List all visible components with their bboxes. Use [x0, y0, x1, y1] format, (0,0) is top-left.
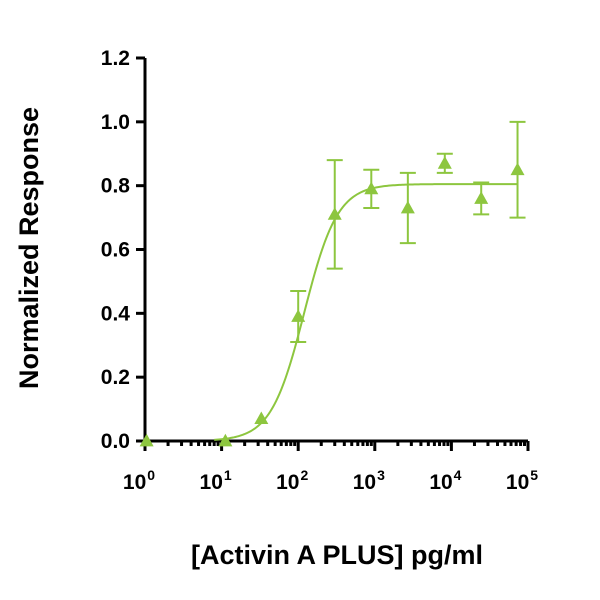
y-tick-label: 0.2 — [101, 366, 130, 389]
data-point-triangle — [400, 200, 415, 214]
x-tick-label: 103 — [353, 467, 385, 494]
axes — [143, 58, 528, 443]
y-axis-title: Normalized Response — [14, 107, 44, 389]
data-point-triangle — [218, 433, 233, 447]
x-tick-label: 100 — [123, 467, 155, 494]
data-point-triangle — [364, 181, 379, 195]
data-markers — [139, 156, 525, 447]
x-ticks: 100 101 102 103 104 105 — [123, 441, 538, 494]
x-tick-exponent: 4 — [454, 467, 462, 483]
y-tick-label: 1.0 — [101, 111, 130, 134]
x-tick-label: 104 — [429, 467, 461, 494]
x-tick-label: 102 — [276, 467, 308, 494]
data-point-triangle — [474, 191, 489, 204]
x-tick-base: 10 — [429, 471, 452, 494]
x-tick-label: 101 — [200, 467, 232, 494]
y-tick-label: 0.6 — [101, 239, 130, 262]
y-tick-label: 0.8 — [101, 175, 131, 198]
fit-curve — [214, 183, 518, 441]
x-tick-base: 10 — [276, 471, 299, 494]
x-tick-base: 10 — [123, 471, 146, 494]
y-tick-label: 0.0 — [101, 430, 130, 453]
x-tick-label: 105 — [506, 467, 538, 494]
x-tick-exponent: 5 — [530, 467, 538, 483]
x-tick-exponent: 1 — [224, 467, 232, 483]
x-tick-exponent: 0 — [147, 467, 155, 483]
data-point-triangle — [327, 207, 342, 220]
data-point-triangle — [254, 411, 269, 425]
x-tick-exponent: 2 — [300, 467, 308, 483]
data-point-triangle — [437, 156, 452, 169]
data-point-triangle — [291, 309, 306, 322]
y-ticks: 0.0 0.2 0.4 0.6 0.8 1.0 1.2 — [101, 47, 145, 453]
x-tick-base: 10 — [200, 471, 223, 494]
y-tick-label: 1.2 — [101, 47, 130, 70]
error-bars — [290, 120, 526, 344]
data-point-triangle — [139, 433, 154, 447]
data-point-triangle — [510, 162, 525, 176]
x-axis-title: [Activin A PLUS] pg/ml — [191, 540, 483, 570]
y-tick-label: 0.4 — [101, 302, 131, 325]
x-tick-base: 10 — [353, 471, 376, 494]
x-tick-base: 10 — [506, 471, 529, 494]
x-tick-exponent: 3 — [377, 467, 385, 483]
